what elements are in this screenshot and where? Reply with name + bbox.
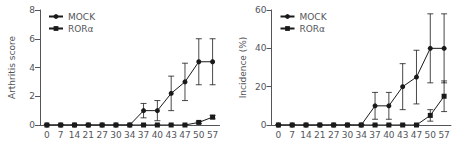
svg-text:30: 30 (342, 130, 354, 140)
svg-text:6: 6 (29, 34, 35, 44)
svg-text:34: 34 (124, 130, 136, 140)
svg-text:7: 7 (58, 130, 64, 140)
svg-text:8: 8 (29, 5, 35, 15)
svg-text:47: 47 (179, 130, 190, 140)
svg-text:0: 0 (29, 120, 35, 130)
svg-text:40: 40 (152, 130, 164, 140)
svg-text:20: 20 (255, 82, 267, 92)
svg-text:RORα: RORα (68, 24, 94, 34)
svg-text:40: 40 (383, 130, 395, 140)
svg-text:0: 0 (261, 120, 267, 130)
svg-text:47: 47 (411, 130, 422, 140)
svg-text:14: 14 (300, 130, 312, 140)
svg-text:37: 37 (138, 130, 149, 140)
svg-text:0: 0 (276, 130, 282, 140)
svg-text:57: 57 (438, 130, 449, 140)
svg-text:60: 60 (255, 5, 267, 15)
svg-text:7: 7 (289, 130, 295, 140)
svg-text:50: 50 (193, 130, 205, 140)
svg-text:43: 43 (165, 130, 176, 140)
svg-text:21: 21 (314, 130, 325, 140)
svg-text:37: 37 (369, 130, 380, 140)
svg-text:34: 34 (356, 130, 368, 140)
svg-text:27: 27 (96, 130, 107, 140)
svg-text:57: 57 (207, 130, 218, 140)
svg-text:14: 14 (69, 130, 81, 140)
svg-text:MOCK: MOCK (300, 12, 328, 22)
svg-text:0: 0 (44, 130, 50, 140)
svg-text:30: 30 (110, 130, 122, 140)
svg-text:4: 4 (29, 63, 35, 73)
svg-text:Incidence (%): Incidence (%) (238, 37, 248, 99)
svg-text:2: 2 (29, 91, 35, 101)
svg-text:27: 27 (328, 130, 339, 140)
svg-text:40: 40 (255, 43, 267, 53)
svg-text:43: 43 (397, 130, 408, 140)
svg-text:MOCK: MOCK (68, 12, 96, 22)
svg-text:RORα: RORα (300, 24, 326, 34)
svg-text:Arthritis score: Arthritis score (7, 36, 17, 100)
svg-text:50: 50 (425, 130, 437, 140)
svg-text:21: 21 (83, 130, 94, 140)
